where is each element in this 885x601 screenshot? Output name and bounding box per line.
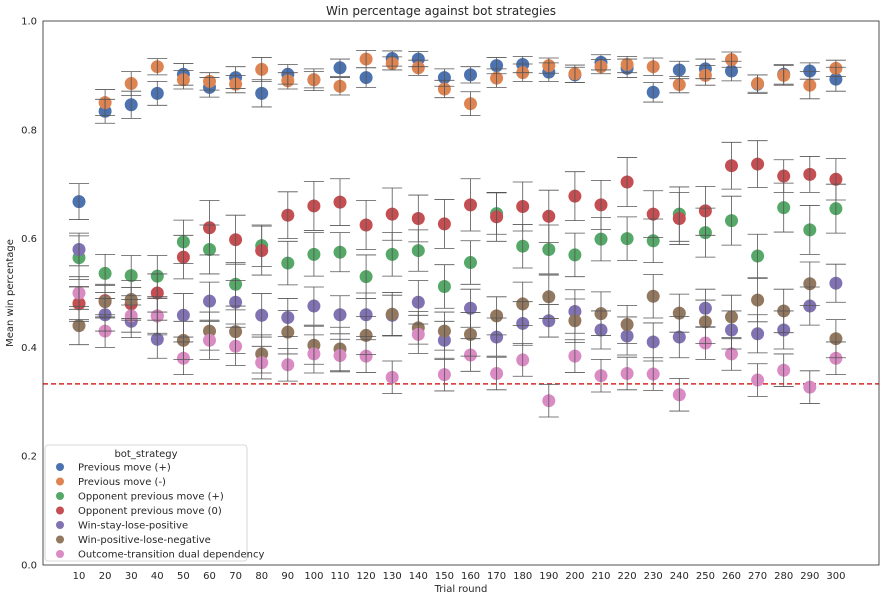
legend-label: Win-stay-lose-positive	[78, 521, 188, 532]
legend-marker	[56, 521, 64, 529]
x-tick-label: 140	[409, 571, 428, 582]
x-tick-label: 270	[748, 571, 767, 582]
y-axis-label: Mean win percentage	[5, 239, 16, 347]
x-tick-label: 170	[487, 571, 506, 582]
plot-frame	[42, 20, 880, 566]
legend-marker	[56, 463, 64, 471]
x-tick-label: 200	[565, 571, 584, 582]
legend: bot_strategy Previous move (+)Previous m…	[44, 444, 265, 562]
x-tick-label: 290	[800, 571, 819, 582]
legend-label: Previous move (+)	[78, 463, 171, 474]
x-tick-label: 120	[357, 571, 376, 582]
x-tick-label: 70	[229, 571, 242, 582]
y-tick-label: 0.2	[21, 452, 37, 463]
legend-label: Opponent previous move (+)	[78, 492, 224, 503]
x-tick-label: 250	[696, 571, 715, 582]
x-tick-label: 30	[125, 571, 138, 582]
x-tick-label: 240	[670, 571, 689, 582]
y-tick-label: 1.0	[21, 17, 37, 28]
legend-marker	[56, 535, 64, 544]
y-tick-label: 0.6	[21, 234, 37, 245]
x-tick-label: 90	[281, 571, 294, 582]
x-tick-label: 230	[644, 571, 663, 582]
x-tick-label: 10	[73, 571, 86, 582]
x-tick-label: 50	[177, 571, 190, 582]
x-tick-label: 160	[461, 571, 480, 582]
x-tick-label: 180	[513, 571, 532, 582]
legend-label: Outcome-transition dual dependency	[78, 550, 265, 561]
legend-marker	[56, 506, 64, 515]
x-tick-label: 190	[539, 571, 558, 582]
legend-box	[44, 444, 248, 562]
legend-items: Previous move (+) Previous move (-) Oppone…	[56, 463, 265, 561]
x-tick-label: 130	[383, 571, 402, 582]
y-tick-label: 0.8	[21, 125, 37, 136]
x-tick-label: 280	[774, 571, 793, 582]
x-tick-label: 300	[826, 571, 845, 582]
x-tick-label: 80	[255, 571, 268, 582]
x-tick-label: 20	[99, 571, 112, 582]
legend-label: Opponent previous move (0)	[78, 506, 222, 517]
y-axis-ticks: 0.0 0.2 0.4 0.6 0.8 1.0	[21, 17, 37, 572]
legend-marker	[56, 477, 64, 486]
x-tick-label: 150	[435, 571, 454, 582]
x-tick-label: 100	[304, 571, 323, 582]
legend-label: Win-positive-lose-negative	[78, 535, 211, 546]
x-tick-label: 210	[591, 571, 610, 582]
chart-title: Win percentage against bot strategies	[326, 4, 556, 18]
y-tick-label: 0.4	[21, 343, 37, 354]
x-tick-label: 260	[722, 571, 741, 582]
legend-title: bot_strategy	[114, 449, 177, 460]
x-axis-label: Trial round	[434, 584, 488, 595]
error-bars	[69, 49, 846, 418]
x-tick-label: 220	[618, 571, 637, 582]
x-tick-label: 60	[203, 571, 216, 582]
x-tick-label: 110	[330, 571, 349, 582]
legend-label: Previous move (-)	[78, 477, 166, 488]
x-axis-ticks: 10 20 30 40 50 60 70 80 90 100 110 120 130 140 150 160 1…	[73, 571, 846, 582]
legend-marker	[56, 550, 64, 558]
legend-marker	[56, 492, 64, 500]
x-tick-label: 40	[151, 571, 164, 582]
y-tick-label: 0.0	[21, 561, 37, 572]
